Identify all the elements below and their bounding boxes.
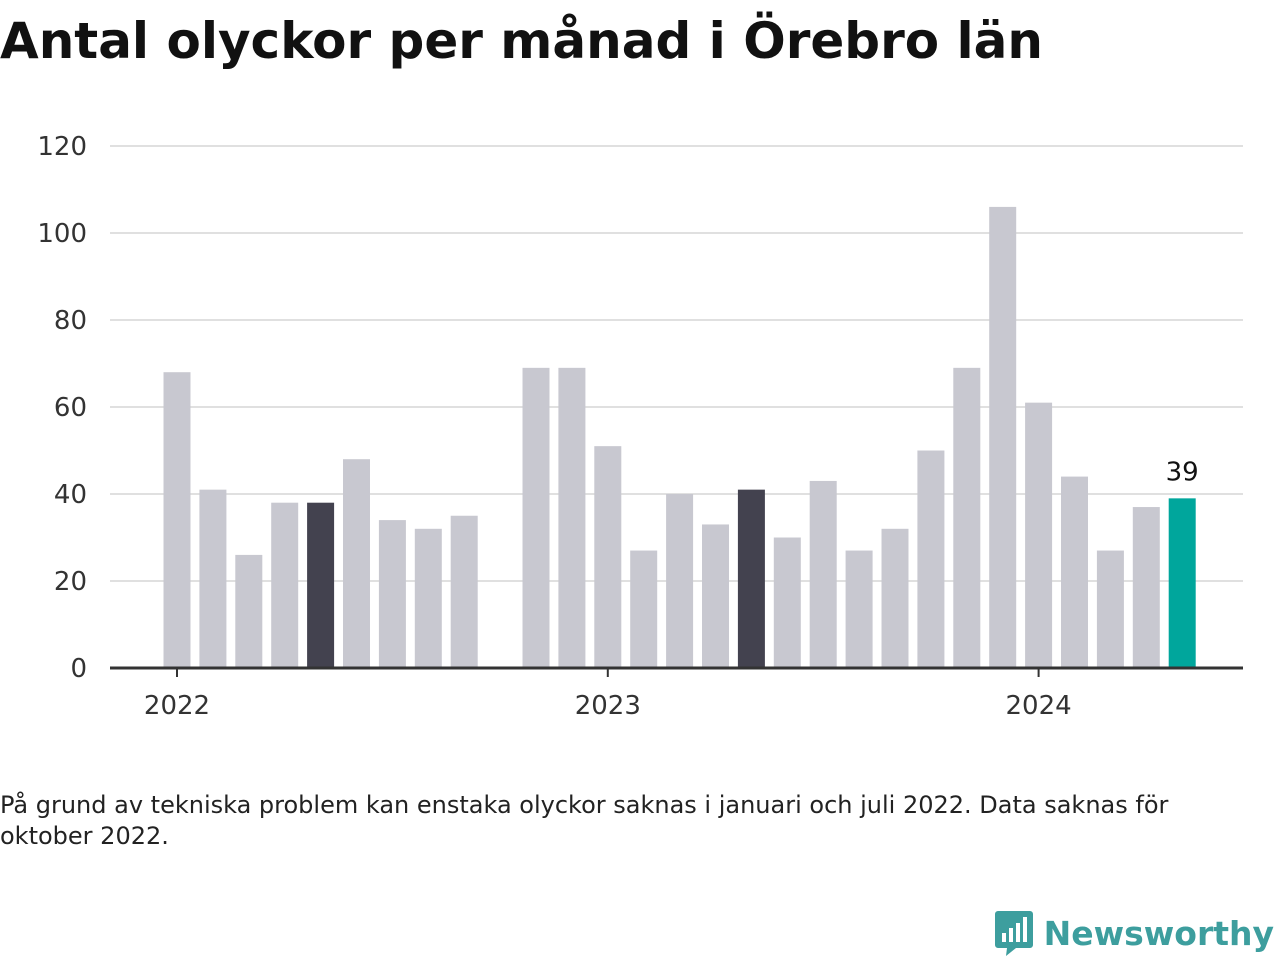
bar-2022-01 — [163, 372, 191, 668]
y-tick-label-100: 100 — [37, 219, 87, 249]
bar-2023-03 — [666, 494, 694, 668]
y-tick-label-80: 80 — [54, 306, 87, 336]
data-label-2024-05: 39 — [1166, 457, 1199, 487]
axes — [110, 666, 1243, 677]
bar-2022-12 — [558, 367, 586, 668]
bar-2023-04 — [702, 524, 729, 668]
footnote: På grund av tekniska problem kan enstaka… — [0, 791, 1169, 850]
y-tick-label-40: 40 — [54, 480, 87, 510]
brand-name: Newsworthy — [1043, 913, 1274, 953]
y-tick-label-120: 120 — [37, 132, 87, 162]
labels: 0 20 40 60 80 100 120 2022 2023 2024 39 — [37, 132, 1198, 721]
bar-2024-03 — [1096, 550, 1124, 668]
bar-2024-04 — [1132, 507, 1160, 668]
newsworthy-chart-bubble-icon — [994, 911, 1033, 956]
bar-2024-05 — [1168, 498, 1196, 668]
bar-2023-11 — [953, 367, 981, 668]
bar-2022-09 — [450, 515, 478, 668]
bar-2023-09 — [881, 528, 909, 668]
bar-2022-06 — [343, 459, 370, 668]
bar-2023-02 — [630, 550, 658, 668]
bar-2023-06 — [773, 537, 801, 668]
x-tick-label-2024: 2024 — [1006, 691, 1072, 721]
chart-title: Antal olyckor per månad i Örebro län — [0, 12, 1043, 70]
bar-2023-01 — [594, 446, 622, 668]
bar-2022-11 — [522, 367, 550, 668]
bar-2024-02 — [1061, 476, 1088, 668]
bar-2022-08 — [414, 528, 442, 668]
y-tick-label-20: 20 — [54, 567, 87, 597]
bar-2023-12 — [989, 206, 1017, 668]
bar-2024-01 — [1025, 402, 1053, 668]
bar-2023-08 — [845, 550, 873, 668]
bar-2022-05 — [307, 502, 335, 668]
bar-2022-02 — [199, 489, 227, 668]
x-tick-label-2023: 2023 — [575, 691, 641, 721]
bar-2023-10 — [917, 450, 945, 668]
y-tick-label-60: 60 — [54, 393, 87, 423]
bar-2022-03 — [235, 554, 263, 668]
bar-chart: 0 20 40 60 80 100 120 2022 2023 2024 39 — [37, 132, 1243, 721]
bar-2023-05 — [737, 489, 765, 668]
bar-2022-04 — [271, 502, 299, 668]
bars — [163, 206, 1196, 668]
bar-2023-07 — [809, 480, 837, 668]
brand-logo: Newsworthy — [994, 908, 1274, 958]
bar-2022-07 — [378, 520, 406, 668]
y-tick-label-0: 0 — [70, 654, 87, 684]
x-tick-label-2022: 2022 — [144, 691, 210, 721]
